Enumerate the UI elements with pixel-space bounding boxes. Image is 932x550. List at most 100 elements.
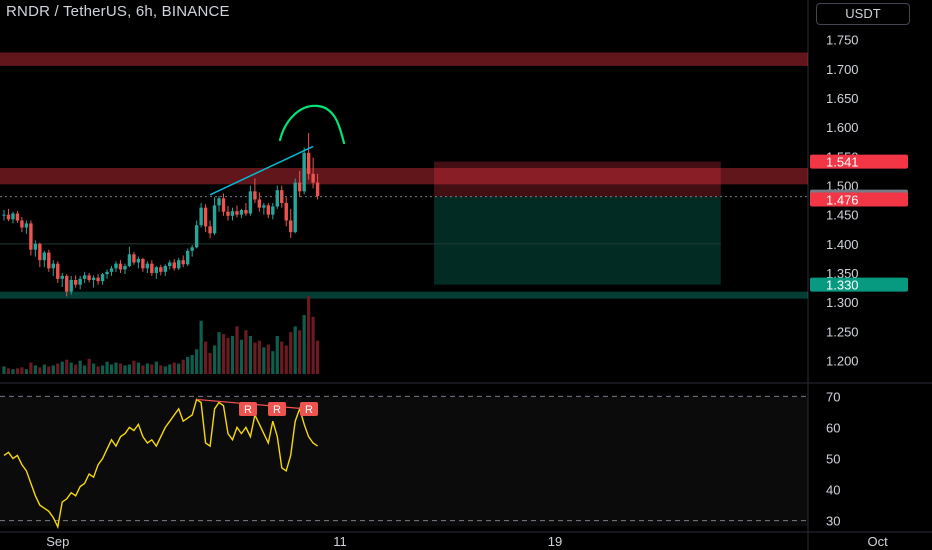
divergence-badge <box>268 402 286 416</box>
position-stop-area <box>434 161 721 197</box>
candle-body <box>132 254 136 263</box>
candle-body <box>11 213 15 220</box>
volume-bar <box>199 320 203 374</box>
candle-body <box>262 205 266 208</box>
volume-bar <box>118 363 123 374</box>
volume-bar <box>78 360 82 374</box>
price-label-text: 1.541 <box>826 155 859 170</box>
volume-bar <box>20 367 24 374</box>
rsi-axis-tick-label: 50 <box>826 452 840 467</box>
volume-bar <box>159 365 163 374</box>
volume-bar <box>244 330 248 374</box>
volume-bar <box>15 368 20 374</box>
candle-body <box>315 182 320 196</box>
candle-body <box>297 182 302 192</box>
candle-body <box>47 252 51 269</box>
volume-bar <box>204 341 208 374</box>
candle-body <box>199 207 203 226</box>
candle-body <box>123 266 127 270</box>
candle-body <box>168 262 172 266</box>
volume-bar <box>239 339 244 374</box>
candle-body <box>181 260 185 265</box>
rsi-axis-tick-label: 60 <box>826 420 840 435</box>
volume-bar <box>262 347 266 374</box>
candle-body <box>293 182 297 233</box>
candle-body <box>33 243 38 250</box>
volume-bar <box>29 362 33 374</box>
candle-body <box>114 263 118 269</box>
candle-body <box>51 263 55 269</box>
candle-body <box>20 220 24 228</box>
volume-bar <box>150 364 154 374</box>
freehand-drawing <box>278 104 346 145</box>
volume-bar <box>105 361 109 374</box>
volume-bar <box>307 296 311 374</box>
candle-body <box>42 252 47 261</box>
price-axis-tick-label: 1.400 <box>826 237 859 252</box>
volume-bar <box>275 335 279 374</box>
price-axis-tick-label: 1.650 <box>826 91 859 106</box>
volume-bar <box>217 332 221 374</box>
volume-bar <box>235 326 239 374</box>
volume-bar <box>163 366 167 374</box>
candle-body <box>190 247 194 251</box>
volume-bar <box>33 365 37 374</box>
rsi-axis-tick-label: 40 <box>826 483 840 498</box>
volume-bar <box>181 359 185 374</box>
volume-bar <box>145 363 149 374</box>
chart-title: RNDR / TetherUS, 6h, BINANCE <box>6 3 230 20</box>
rsi-axis-tick-label: 30 <box>826 514 840 529</box>
volume-bar <box>271 351 275 374</box>
price-axis-tick-label: 1.450 <box>826 208 859 223</box>
volume-bar <box>293 326 297 374</box>
candle-body <box>141 259 145 269</box>
price-axis-tick-label: 1.750 <box>826 33 859 48</box>
volume-bar <box>100 365 105 374</box>
candle-body <box>6 214 11 220</box>
volume-bar <box>83 365 87 374</box>
candle-body <box>91 277 96 280</box>
candle-body <box>203 207 208 227</box>
divergence-badge <box>239 402 257 416</box>
candle-body <box>38 243 42 261</box>
volume-bar <box>266 344 270 374</box>
price-label-text: 1.330 <box>826 278 859 293</box>
volume-bar <box>87 358 91 374</box>
candle-body <box>275 190 279 207</box>
candle-body <box>212 205 217 234</box>
volume-bar <box>56 363 60 374</box>
volume-bar <box>132 360 136 374</box>
candle-body <box>96 277 100 282</box>
volume-bar <box>42 364 46 374</box>
volume-bar <box>248 335 252 374</box>
candle-body <box>271 206 275 215</box>
candle-body <box>253 191 257 200</box>
price-axis-tick-label: 1.200 <box>826 354 859 369</box>
volume-bar <box>47 366 51 374</box>
candle-body <box>221 198 226 212</box>
candle-body <box>109 268 114 272</box>
candle-body <box>248 191 253 214</box>
candle-body <box>154 267 159 273</box>
volume-bar <box>24 369 28 374</box>
volume-bar <box>123 365 127 374</box>
divergence-badge <box>300 402 318 416</box>
candle-body <box>208 226 212 234</box>
candle-body <box>289 220 293 233</box>
currency-button[interactable]: USDT <box>816 3 910 25</box>
volume-bar <box>280 341 284 374</box>
volume-bar <box>177 363 181 374</box>
candle-body <box>266 205 271 215</box>
volume-bar <box>96 366 100 374</box>
candle-body <box>226 211 230 216</box>
volume-bar <box>69 362 73 374</box>
candle-body <box>244 210 248 214</box>
volume-bar <box>302 315 306 374</box>
candle-body <box>118 263 123 270</box>
position-target-area <box>434 196 721 285</box>
candle-body <box>82 275 87 279</box>
price-label-badge <box>810 154 908 169</box>
volume-bar <box>6 368 11 374</box>
candle-body <box>239 210 244 215</box>
